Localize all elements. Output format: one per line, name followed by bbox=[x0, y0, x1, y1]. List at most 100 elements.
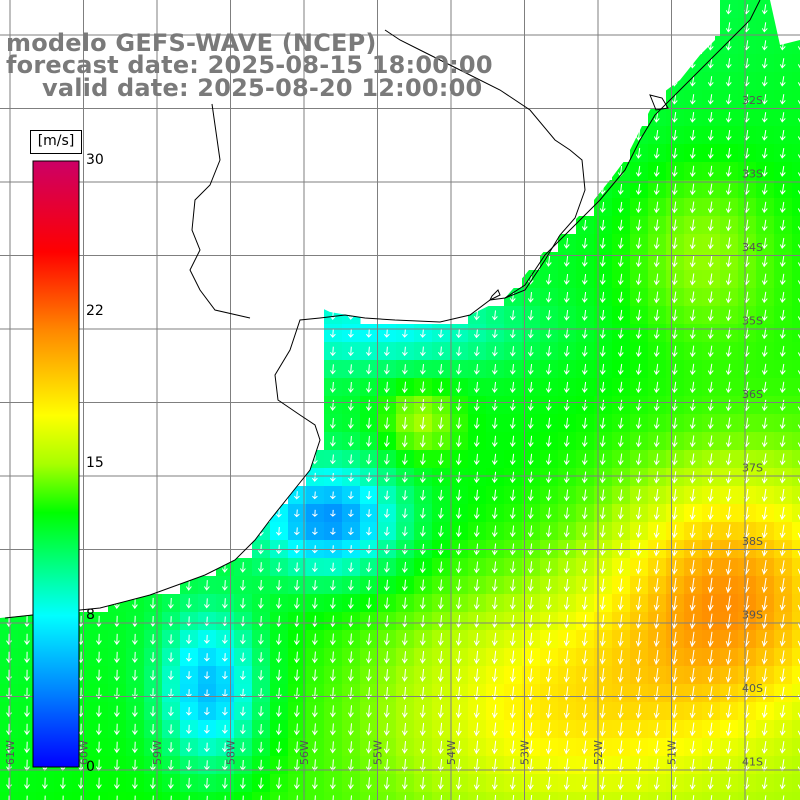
wind-arrow bbox=[545, 453, 552, 466]
wind-arrow bbox=[689, 112, 696, 123]
wind-arrow bbox=[383, 705, 390, 718]
wind-arrow bbox=[473, 346, 480, 357]
wind-arrow bbox=[797, 550, 800, 557]
lat-label: 35S bbox=[742, 315, 763, 328]
wind-arrow bbox=[419, 722, 426, 737]
wind-arrow bbox=[617, 435, 624, 448]
wind-arrow bbox=[635, 130, 642, 141]
wind-arrow bbox=[185, 598, 192, 609]
wind-arrow bbox=[761, 741, 768, 754]
wind-arrow bbox=[527, 776, 534, 791]
wind-speed-cell bbox=[792, 720, 800, 739]
wind-arrow bbox=[725, 506, 732, 521]
wind-arrow bbox=[797, 262, 800, 267]
wind-arrow bbox=[473, 471, 480, 484]
wind-arrow bbox=[296, 795, 298, 800]
wind-arrow bbox=[152, 795, 154, 800]
wind-arrow bbox=[779, 345, 786, 357]
wind-arrow bbox=[473, 668, 480, 683]
wind-arrow bbox=[204, 707, 210, 716]
wind-arrow bbox=[257, 579, 264, 591]
wind-arrow bbox=[602, 794, 605, 800]
wind-arrow bbox=[204, 634, 210, 644]
wind-arrow bbox=[671, 649, 678, 666]
wind-arrow bbox=[257, 723, 264, 735]
wind-arrow bbox=[689, 201, 696, 214]
wind-arrow bbox=[167, 777, 174, 790]
wind-arrow bbox=[185, 579, 192, 591]
wind-arrow bbox=[204, 653, 210, 662]
wind-arrow bbox=[725, 76, 732, 87]
wind-arrow bbox=[761, 165, 768, 177]
wind-arrow bbox=[437, 364, 444, 375]
wind-arrow bbox=[419, 579, 426, 592]
wind-arrow bbox=[581, 237, 588, 249]
wind-arrow bbox=[473, 381, 480, 393]
wind-arrow bbox=[599, 309, 606, 321]
wind-arrow bbox=[707, 94, 714, 105]
wind-arrow bbox=[242, 795, 244, 800]
wind-arrow bbox=[383, 381, 390, 394]
wind-arrow bbox=[671, 776, 678, 790]
wind-arrow bbox=[98, 795, 100, 800]
wind-arrow bbox=[797, 226, 800, 231]
wind-arrow bbox=[635, 614, 642, 629]
wind-arrow bbox=[348, 472, 354, 482]
wind-arrow bbox=[761, 58, 768, 69]
wind-arrow bbox=[167, 742, 174, 753]
wind-arrow bbox=[113, 615, 120, 628]
wind-arrow bbox=[797, 532, 800, 539]
wind-arrow bbox=[653, 758, 660, 773]
wind-arrow bbox=[761, 273, 768, 286]
wind-speed-cell bbox=[792, 270, 800, 289]
wind-arrow bbox=[689, 435, 696, 448]
wind-arrow bbox=[671, 399, 678, 412]
wind-arrow bbox=[527, 614, 534, 629]
wind-arrow bbox=[527, 668, 534, 683]
wind-arrow bbox=[527, 740, 534, 755]
wind-arrow bbox=[365, 597, 372, 610]
wind-arrow bbox=[779, 327, 786, 339]
wind-arrow bbox=[779, 777, 786, 790]
wind-arrow bbox=[509, 704, 516, 719]
wind-arrow bbox=[617, 381, 624, 394]
wind-arrow bbox=[617, 632, 624, 647]
wind-arrow bbox=[491, 364, 498, 375]
wind-arrow bbox=[545, 507, 552, 520]
wind-arrow bbox=[707, 76, 714, 87]
wind-arrow bbox=[8, 795, 10, 800]
wind-arrow bbox=[635, 596, 642, 611]
wind-arrow bbox=[149, 615, 156, 627]
wind-arrow bbox=[401, 381, 408, 394]
wind-arrow bbox=[581, 471, 588, 484]
wind-speed-cell bbox=[792, 432, 800, 451]
wind-arrow bbox=[347, 562, 354, 573]
wind-arrow bbox=[653, 740, 660, 755]
wind-arrow bbox=[473, 435, 480, 448]
wind-arrow bbox=[204, 671, 210, 680]
wind-arrow bbox=[653, 560, 660, 575]
wind-arrow bbox=[779, 309, 786, 321]
wind-arrow bbox=[240, 706, 246, 717]
colorbar-tick-8: 8 bbox=[86, 607, 95, 623]
wind-arrow bbox=[797, 316, 800, 321]
wind-arrow bbox=[599, 363, 606, 375]
wind-arrow bbox=[312, 491, 318, 500]
wind-arrow bbox=[779, 291, 786, 303]
wind-arrow bbox=[761, 613, 768, 630]
wind-arrow bbox=[509, 632, 516, 647]
wind-arrow bbox=[329, 633, 336, 646]
wind-arrow bbox=[438, 328, 444, 338]
wind-arrow bbox=[797, 784, 800, 790]
wind-arrow bbox=[797, 298, 800, 303]
wind-arrow bbox=[170, 795, 172, 800]
wind-arrow bbox=[563, 578, 570, 592]
wind-arrow bbox=[779, 453, 786, 466]
wind-arrow bbox=[797, 568, 800, 575]
wind-arrow bbox=[293, 705, 300, 718]
wind-arrow bbox=[617, 722, 624, 737]
wind-arrow bbox=[761, 327, 768, 340]
wind-arrow bbox=[581, 704, 588, 719]
wind-speed-cell bbox=[792, 594, 800, 613]
